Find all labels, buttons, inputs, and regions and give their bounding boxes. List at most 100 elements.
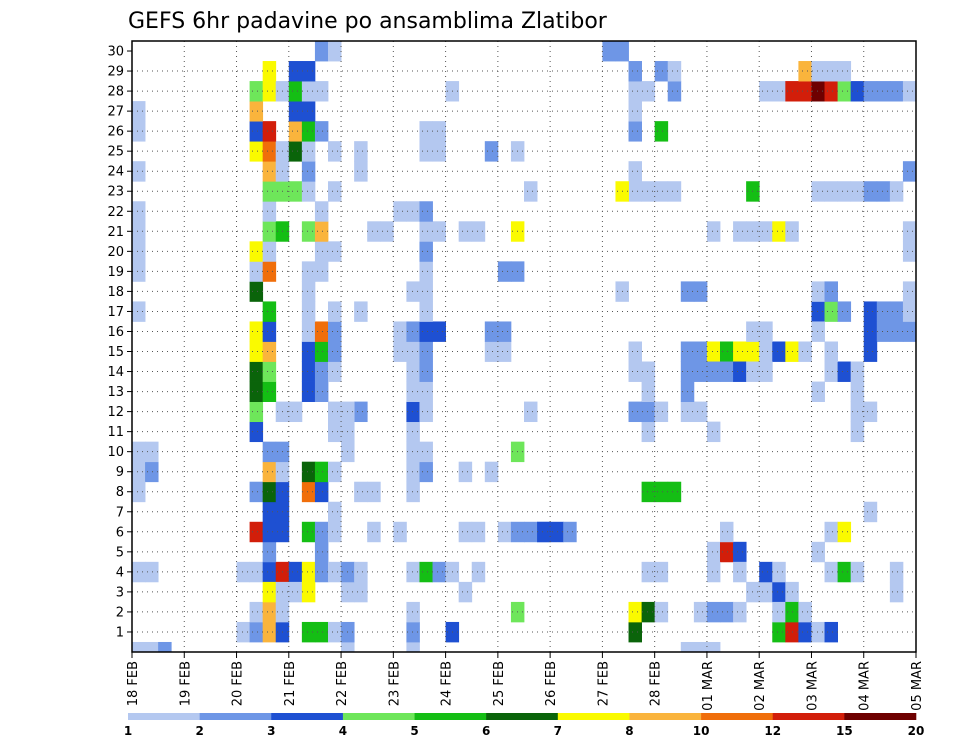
precip-cell	[367, 521, 381, 543]
precip-cell	[471, 221, 486, 242]
precip-cell	[262, 621, 277, 643]
precip-cell	[406, 441, 420, 463]
precip-cell	[759, 581, 773, 603]
y-tick-label: 10	[107, 445, 124, 460]
precip-cell	[497, 341, 512, 362]
precip-cell	[863, 81, 878, 102]
y-tick-label: 29	[107, 65, 124, 80]
precip-cell	[406, 381, 420, 402]
precip-cell	[641, 421, 656, 443]
colorbar-swatch	[772, 713, 845, 720]
precip-cell	[432, 141, 446, 162]
precip-cell	[654, 61, 669, 82]
precip-cell	[288, 181, 303, 202]
precip-cell	[693, 641, 708, 653]
precip-cell	[132, 561, 146, 583]
precip-cell	[262, 181, 277, 202]
precip-cell	[132, 641, 146, 653]
precip-cell	[458, 461, 473, 483]
precip-cell	[249, 601, 264, 623]
precip-cell	[301, 161, 316, 182]
precip-cell	[432, 221, 446, 242]
precip-cell	[249, 521, 264, 543]
precip-cell	[354, 301, 368, 322]
precip-cell	[811, 61, 825, 82]
precip-cell	[249, 101, 264, 122]
precip-cell	[328, 361, 342, 382]
precip-cell	[524, 521, 538, 543]
x-tick-label: 24 FEB	[440, 661, 455, 706]
y-tick-label: 13	[107, 385, 124, 400]
colorbar-swatch	[199, 713, 272, 720]
chart-title: GEFS 6hr padavine po ansamblima Zlatibor	[128, 9, 608, 34]
y-tick-label: 19	[107, 265, 124, 280]
precip-cell	[733, 561, 747, 583]
grid-lines	[132, 41, 916, 652]
precip-cell	[301, 481, 316, 503]
x-tick-label: 02 MAR	[753, 661, 768, 711]
colorbar-label: 12	[764, 724, 781, 738]
y-tick-label: 12	[107, 405, 124, 420]
precip-cell	[288, 101, 303, 122]
y-tick-label: 17	[107, 305, 124, 320]
precip-cell	[484, 341, 499, 362]
precip-cell	[811, 281, 825, 302]
x-tick-label: 22 FEB	[335, 661, 350, 706]
colorbar-swatch	[629, 713, 702, 720]
precip-cell	[811, 301, 825, 322]
colorbar-swatch	[557, 713, 630, 720]
precip-cell	[262, 601, 277, 623]
colorbar-label: 10	[693, 724, 710, 738]
precip-cell	[236, 621, 250, 643]
precip-cell	[863, 321, 878, 342]
precip-cell	[393, 321, 407, 342]
precip-cell	[798, 621, 812, 643]
precip-cell	[249, 81, 264, 102]
precip-cell	[641, 401, 656, 423]
x-tick-label: 05 MAR	[910, 661, 925, 711]
precip-cell	[419, 301, 433, 322]
precip-cell	[132, 241, 146, 262]
precip-cell	[249, 561, 264, 583]
precip-cell	[419, 341, 433, 362]
precip-cell	[889, 181, 904, 202]
precip-cell	[628, 341, 642, 362]
precip-cell	[824, 281, 838, 302]
y-tick-label: 5	[116, 545, 124, 560]
precip-cell	[145, 561, 159, 583]
precip-cell	[288, 121, 303, 142]
precip-cell	[733, 221, 747, 242]
precip-cell	[249, 401, 264, 423]
precip-cell	[811, 181, 825, 202]
precip-cell	[262, 141, 277, 162]
x-tick-label: 25 FEB	[492, 661, 507, 706]
y-tick-label: 27	[107, 105, 124, 120]
precip-cell	[824, 301, 838, 322]
y-tick-label: 22	[107, 205, 124, 220]
precip-cell	[262, 481, 277, 503]
precip-cell	[393, 521, 407, 543]
precip-cell	[132, 261, 146, 282]
precip-cell	[249, 281, 264, 302]
precip-cell	[262, 501, 277, 523]
precip-cell	[406, 401, 420, 423]
precip-cell	[262, 561, 277, 583]
precip-cell	[406, 461, 420, 483]
precip-cell	[889, 561, 904, 583]
precip-cell	[837, 181, 852, 202]
y-tick-label: 21	[107, 225, 124, 240]
precip-cell	[837, 561, 852, 583]
precip-cell	[249, 321, 264, 342]
precip-cell	[706, 361, 721, 382]
colorbar-label: 1	[124, 724, 132, 738]
precip-cell	[301, 461, 316, 483]
precip-cell	[811, 541, 825, 563]
x-tick-label: 20 FEB	[231, 661, 246, 706]
precip-cell	[628, 401, 642, 423]
precip-cell	[419, 241, 433, 262]
precip-cell	[628, 361, 642, 382]
precip-cell	[432, 321, 446, 342]
y-tick-label: 28	[107, 85, 124, 100]
precip-cell	[145, 641, 159, 653]
precip-cell	[301, 61, 316, 82]
